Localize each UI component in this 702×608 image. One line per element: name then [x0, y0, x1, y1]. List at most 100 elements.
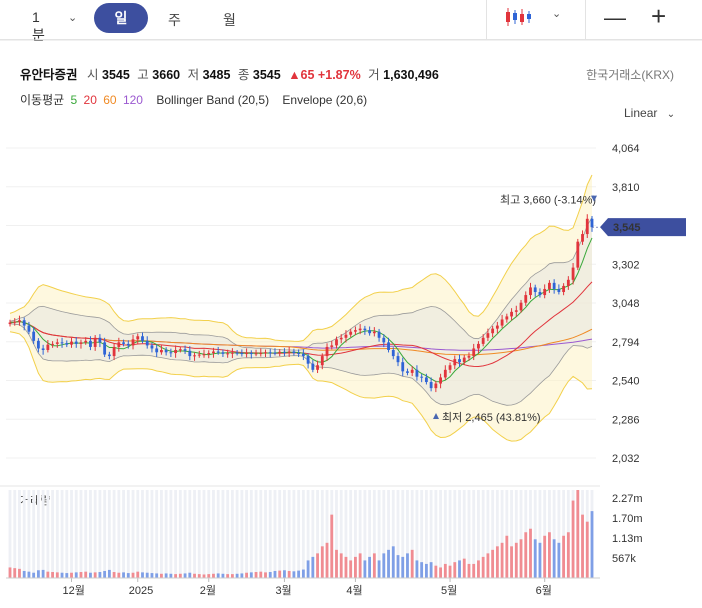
candle-body[interactable]: [363, 328, 367, 331]
candle-body[interactable]: [259, 353, 263, 355]
candle-body[interactable]: [443, 369, 447, 378]
candle-body[interactable]: [330, 345, 334, 347]
candle-body[interactable]: [335, 339, 338, 346]
candle-body[interactable]: [410, 369, 414, 373]
candle-body[interactable]: [514, 310, 518, 312]
candle-body[interactable]: [18, 320, 21, 322]
candle-body[interactable]: [13, 321, 17, 323]
candle-body[interactable]: [585, 218, 589, 235]
candle-body[interactable]: [41, 348, 45, 350]
candle-body[interactable]: [325, 346, 329, 357]
candle-body[interactable]: [510, 311, 513, 317]
candle-body[interactable]: [571, 267, 575, 280]
candle-body[interactable]: [112, 346, 116, 357]
candle-body[interactable]: [372, 331, 376, 334]
candle-body[interactable]: [344, 334, 348, 338]
candle-body[interactable]: [301, 353, 305, 357]
candle-body[interactable]: [557, 288, 561, 293]
candle-body[interactable]: [434, 383, 438, 389]
candle-body[interactable]: [27, 325, 31, 332]
chart-type-chevron-icon[interactable]: ⌄: [552, 8, 562, 20]
candle-body[interactable]: [79, 342, 83, 344]
candle-body[interactable]: [424, 377, 428, 383]
candle-body[interactable]: [529, 287, 532, 296]
candle-body[interactable]: [581, 234, 584, 242]
candle-body[interactable]: [122, 342, 125, 344]
candle-body[interactable]: [467, 356, 471, 358]
candle-body[interactable]: [193, 355, 196, 357]
candle-body[interactable]: [254, 353, 258, 355]
candle-body[interactable]: [524, 295, 528, 303]
candle-body[interactable]: [98, 337, 102, 343]
candle-body[interactable]: [453, 359, 457, 366]
candle-body[interactable]: [368, 330, 372, 334]
candle-body[interactable]: [136, 336, 140, 340]
candle-body[interactable]: [576, 241, 580, 268]
candle-body[interactable]: [278, 351, 282, 354]
candle-body[interactable]: [36, 340, 40, 349]
candle-body[interactable]: [107, 354, 111, 357]
period-tab-month[interactable]: 월: [223, 12, 236, 28]
period-tab-week[interactable]: 주: [168, 12, 181, 28]
candle-body[interactable]: [448, 365, 452, 370]
candle-body[interactable]: [126, 343, 130, 346]
candle-body[interactable]: [235, 352, 239, 354]
candle-body[interactable]: [552, 282, 556, 289]
candle-body[interactable]: [349, 331, 353, 335]
candle-body[interactable]: [174, 349, 178, 354]
candle-body[interactable]: [197, 354, 201, 356]
candle-body[interactable]: [188, 350, 192, 357]
candle-body[interactable]: [183, 349, 187, 351]
candle-body[interactable]: [391, 349, 395, 357]
candle-body[interactable]: [65, 343, 69, 345]
candle-body[interactable]: [32, 331, 36, 341]
indicator-legend[interactable]: 이동평균 5 20 60 120 Bollinger Band (20,5) E…: [20, 91, 370, 108]
candle-body[interactable]: [500, 319, 504, 326]
candle-body[interactable]: [60, 342, 64, 344]
candle-body[interactable]: [590, 218, 594, 228]
candle-body[interactable]: [22, 320, 26, 326]
candle-body[interactable]: [354, 330, 357, 332]
candle-body[interactable]: [505, 316, 509, 320]
candle-body[interactable]: [297, 353, 301, 355]
candle-body[interactable]: [155, 348, 159, 353]
candle-body[interactable]: [439, 377, 442, 384]
scale-select[interactable]: Linear ⌄: [624, 106, 675, 120]
candle-body[interactable]: [202, 354, 206, 356]
candle-body[interactable]: [46, 344, 50, 350]
candle-body[interactable]: [401, 362, 405, 372]
candle-body[interactable]: [103, 342, 107, 355]
candle-body[interactable]: [216, 351, 220, 353]
candle-body[interactable]: [519, 302, 523, 311]
candle-body[interactable]: [377, 331, 381, 338]
candle-body[interactable]: [249, 353, 253, 355]
candle-body[interactable]: [458, 359, 461, 363]
candle-body[interactable]: [226, 353, 230, 355]
candle-body[interactable]: [8, 322, 12, 325]
candle-body[interactable]: [472, 348, 476, 357]
candle-body[interactable]: [396, 356, 400, 363]
candle-body[interactable]: [287, 351, 291, 353]
candle-body[interactable]: [491, 328, 495, 334]
candle-body[interactable]: [55, 342, 59, 344]
candle-body[interactable]: [207, 353, 211, 355]
zoom-in-icon[interactable]: +: [651, 1, 667, 31]
candle-body[interactable]: [84, 340, 88, 343]
candle-body[interactable]: [382, 337, 386, 343]
candle-body[interactable]: [51, 343, 54, 345]
candle-body[interactable]: [245, 353, 248, 355]
candle-body[interactable]: [117, 342, 121, 347]
candle-body[interactable]: [145, 340, 149, 346]
candle-body[interactable]: [93, 337, 97, 347]
candle-body[interactable]: [481, 337, 485, 344]
candle-body[interactable]: [141, 336, 144, 341]
candle-body[interactable]: [429, 382, 433, 389]
candle-body[interactable]: [548, 282, 551, 289]
candle-body[interactable]: [221, 352, 225, 354]
candle-body[interactable]: [164, 349, 168, 353]
candle-body[interactable]: [292, 351, 296, 354]
candle-body[interactable]: [339, 337, 343, 340]
candle-body[interactable]: [178, 349, 182, 351]
period-tab-day[interactable]: 일: [94, 3, 148, 33]
